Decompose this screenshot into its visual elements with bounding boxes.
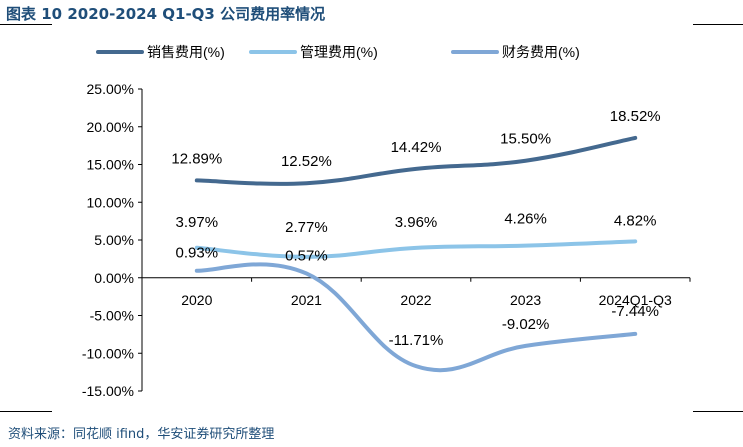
y-tick-label: -10.00% [82, 345, 134, 361]
source-note: 资料来源：同花顺 ifind，华安证券研究所整理 [8, 427, 275, 442]
data-label-mgmt: 2.77% [285, 219, 328, 236]
data-label-sales: 12.52% [281, 153, 332, 170]
x-tick-label: 2024Q1-Q3 [599, 292, 672, 308]
data-label-mgmt: 3.96% [395, 214, 438, 231]
data-label-sales: 12.89% [171, 150, 222, 167]
x-tick-label: 2023 [510, 292, 541, 308]
series-line-sales [194, 135, 638, 186]
bottom-rule-left [0, 411, 52, 412]
y-tick-label: 15.00% [87, 157, 134, 173]
y-tick-label: -15.00% [82, 383, 134, 399]
x-tick-label: 2021 [291, 292, 322, 308]
y-tick-label: 25.00% [87, 81, 134, 97]
data-label-mgmt: 4.82% [614, 212, 657, 229]
data-label-fin: -11.71% [389, 332, 444, 349]
legend-label-sales: 销售费用(%) [147, 44, 225, 60]
data-label-mgmt: 4.26% [504, 211, 547, 228]
data-label-mgmt: 3.97% [176, 214, 219, 231]
legend-label-mgmt: 管理费用(%) [300, 44, 378, 60]
y-tick-label: 20.00% [87, 119, 134, 135]
y-tick-label: 10.00% [87, 194, 134, 210]
bottom-rule-right [693, 411, 743, 412]
data-label-fin: 0.93% [176, 245, 219, 262]
data-label-sales: 15.50% [500, 131, 551, 148]
series-line-mgmt [194, 239, 638, 259]
y-tick-label: -5.00% [90, 308, 134, 324]
data-label-sales: 14.42% [391, 139, 442, 156]
data-label-fin: -7.44% [611, 303, 659, 320]
top-rule-left [0, 24, 52, 25]
top-rule-right [693, 24, 743, 25]
figure-title: 图表 10 2020-2024 Q1-Q3 公司费用率情况 [6, 5, 326, 23]
series-line-fin [194, 262, 638, 373]
data-label-sales: 18.52% [610, 108, 661, 125]
y-tick-label: 5.00% [94, 232, 134, 248]
x-tick-label: 2022 [400, 292, 431, 308]
y-tick-label: 0.00% [94, 270, 134, 286]
data-label-fin: 0.57% [285, 247, 328, 264]
data-label-fin: -9.02% [502, 316, 550, 333]
x-tick-label: 2020 [181, 292, 212, 308]
legend-label-fin: 财务费用(%) [502, 44, 580, 60]
